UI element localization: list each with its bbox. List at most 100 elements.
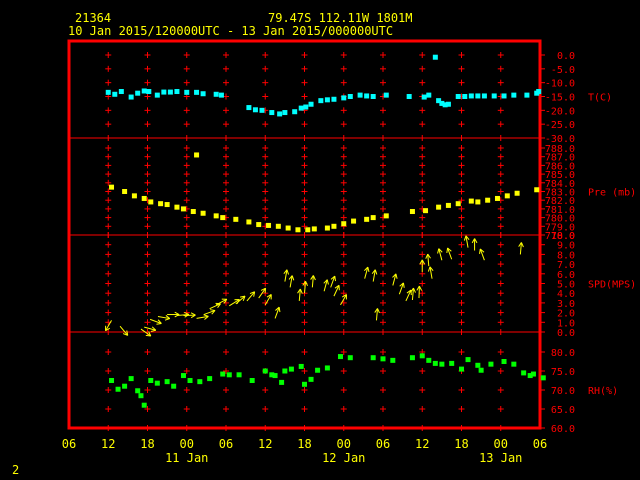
wind-arrow-shaft	[398, 282, 404, 295]
humidity-point	[347, 355, 353, 361]
pressure-point	[158, 201, 164, 207]
pressure-point	[455, 201, 461, 207]
wind-arrow-head	[148, 331, 152, 337]
temperature-point	[194, 89, 200, 95]
wind-arrow-head	[371, 269, 376, 274]
humidity-point	[288, 366, 294, 372]
wind-arrow-head	[260, 287, 266, 291]
humidity-point	[141, 402, 147, 408]
pressure-point	[190, 209, 196, 215]
wind-arrow-shaft	[209, 303, 221, 310]
pressure-point	[194, 152, 200, 158]
pressure-tick-label: 787.0	[545, 153, 575, 164]
humidity-point	[409, 355, 415, 361]
x-axis-tick-label: 06	[219, 437, 233, 451]
pressure-point	[266, 222, 272, 228]
temperature-point	[347, 94, 353, 99]
temperature-point	[174, 89, 180, 95]
wind_speed-tick-label: 8.0	[557, 250, 575, 261]
temperature-point	[303, 104, 309, 110]
pressure-point	[246, 219, 252, 225]
wind-arrow-head	[310, 275, 314, 280]
pressure-point	[370, 215, 376, 221]
pressure-tick-label: 785.0	[545, 170, 575, 181]
wind-arrow-head	[157, 319, 162, 324]
wind_speed-tick-label: 10.0	[551, 231, 575, 242]
station-id: 21364	[75, 11, 111, 25]
humidity-tick-label: 75.0	[551, 367, 575, 378]
pressure-point	[233, 216, 239, 222]
wind-arrow-head	[427, 266, 431, 272]
temperature-tick-label: -5.0	[551, 65, 575, 76]
wind-arrow-head	[305, 281, 309, 287]
wind-arrow-head	[474, 238, 478, 244]
wind_speed-tick-label: 1.0	[557, 318, 575, 329]
wind-arrow-head	[416, 285, 420, 291]
humidity-point	[426, 357, 432, 363]
pressure-point	[514, 190, 520, 196]
wind-arrow-head	[374, 269, 378, 275]
temperature-point	[462, 94, 468, 99]
wind-arrow-head	[278, 307, 281, 313]
wind-arrow-head	[518, 242, 522, 247]
wind_speed-tick-label: 9.0	[557, 241, 575, 252]
wind-arrow-head	[323, 279, 328, 284]
x-axis-tick-label: 06	[376, 437, 390, 451]
wind-arrow-head	[291, 275, 295, 281]
wind-arrow-shaft	[246, 291, 256, 302]
temperature-tick-label: -10.0	[545, 79, 575, 90]
humidity-point	[530, 371, 536, 377]
wind-arrow-head	[429, 266, 434, 272]
temperature-point	[252, 107, 258, 113]
humidity-point	[419, 353, 425, 359]
wind-arrow-head	[437, 248, 440, 254]
wind-arrow-head	[210, 309, 216, 311]
temperature-point	[383, 92, 389, 98]
wind-arrow-head	[446, 247, 449, 253]
x-axis-tick-label: 12	[258, 437, 272, 451]
temperature-point	[246, 105, 252, 111]
humidity-point	[501, 359, 507, 364]
temperature-point	[426, 92, 432, 98]
wind-arrow-shaft	[330, 275, 336, 288]
x-axis-tick-label: 12	[415, 437, 429, 451]
pressure-point	[445, 202, 451, 208]
pressure-point	[148, 199, 154, 205]
pressure-point	[164, 202, 170, 208]
wind-arrow-shaft	[157, 315, 170, 320]
wind-arrow-head	[266, 294, 272, 298]
plot-area: 0.0 -5.0 -10.0 -15.0 -20.0 -25.0 -30.0 T(C) 788.…	[62, 39, 636, 465]
wind-arrow-head	[465, 235, 470, 241]
temperature-point	[432, 54, 438, 60]
humidity-point	[488, 361, 494, 367]
pressure-tick-label: 784.0	[545, 179, 575, 190]
page-number: 2	[12, 463, 19, 477]
humidity-tick-label: 70.0	[551, 386, 575, 397]
wind-arrow-shaft	[447, 247, 453, 260]
pressure-point	[436, 204, 442, 210]
temperature-point	[445, 101, 451, 107]
wind-arrow-shaft	[264, 294, 272, 306]
wind-arrow-head	[242, 295, 246, 301]
temperature-point	[161, 89, 167, 95]
wind-arrow-head	[145, 334, 151, 337]
x-axis-tick-label: 18	[297, 437, 311, 451]
pressure-point	[131, 193, 137, 199]
wind-arrow-head	[223, 298, 228, 304]
wind-arrow-head	[447, 247, 452, 252]
x-axis-tick-label: 00	[180, 437, 194, 451]
wind-arrow-shaft	[196, 315, 209, 319]
x-axis-day-label: 13 Jan	[479, 451, 522, 465]
humidity-point	[171, 383, 177, 389]
wind_speed-tick-label: 3.0	[557, 299, 575, 310]
wind-arrow-head	[402, 282, 405, 288]
temperature-point	[105, 89, 111, 95]
temperature-point	[436, 98, 442, 104]
wind-arrow-shaft	[229, 299, 240, 307]
humidity-point	[511, 361, 517, 367]
wind-arrow-head	[463, 235, 467, 241]
humidity-point	[220, 371, 226, 377]
wind-arrow-shaft	[323, 279, 328, 292]
humidity-point	[262, 368, 268, 374]
temperature-point	[200, 91, 206, 97]
